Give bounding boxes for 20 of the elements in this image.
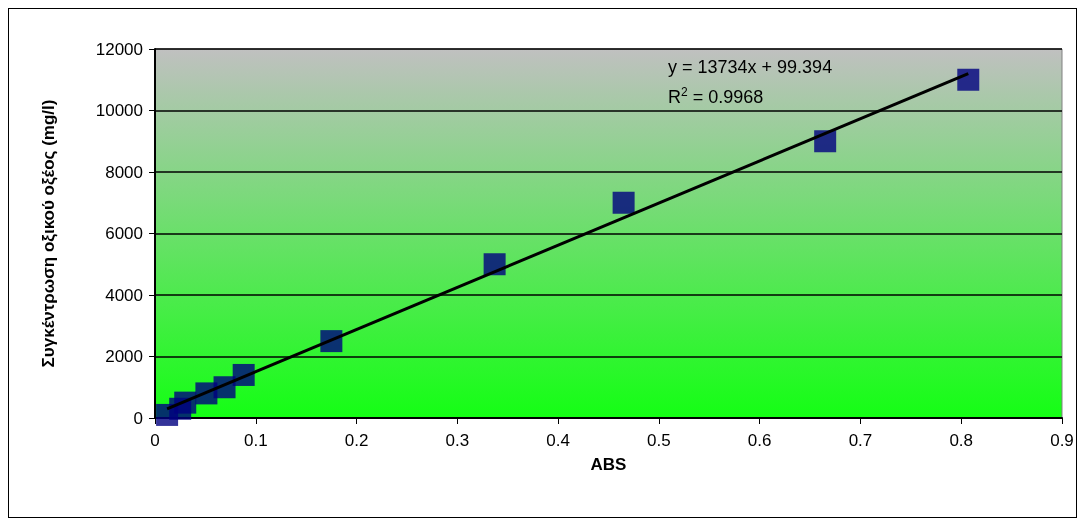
x-tick-label: 0.4 [546, 431, 570, 450]
y-axis-title: Συγκέντρωση οξικού οξέος (mg/l) [39, 99, 58, 368]
y-tick-label: 4000 [105, 285, 143, 305]
x-tick-label: 0 [150, 431, 160, 450]
x-tick-label: 0.3 [445, 431, 470, 450]
x-axis-title: ABS [590, 455, 627, 474]
annotation: y = 13734x + 99.394 [668, 57, 833, 77]
x-tick-label: 0.5 [647, 431, 671, 450]
x-tick-label: 0.6 [747, 431, 772, 450]
y-tick-label: 2000 [105, 347, 143, 366]
y-tick-label: 10000 [95, 101, 143, 120]
x-tick-label: 0.7 [848, 431, 873, 450]
y-tick-label: 8000 [105, 162, 143, 182]
y-tick-label: 0 [133, 408, 143, 428]
y-tick-label: 6000 [105, 224, 143, 243]
x-tick-label: 0.8 [949, 431, 974, 450]
x-tick-label: 0.1 [243, 431, 268, 450]
x-tick-label: 0.9 [1050, 431, 1074, 450]
y-tick-label: 12000 [95, 39, 143, 59]
x-tick-label: 0.2 [344, 431, 369, 450]
